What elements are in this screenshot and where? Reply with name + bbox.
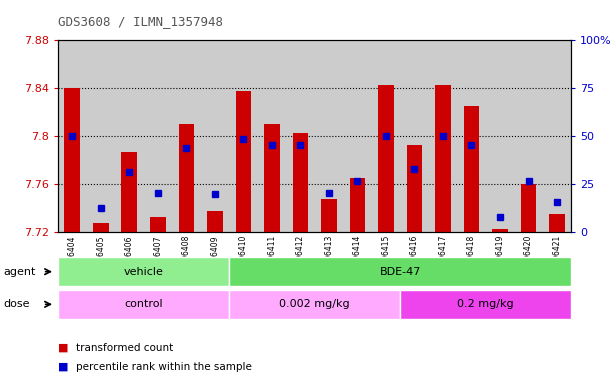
Bar [378,85,394,232]
Bar [435,85,451,232]
Bar [492,229,508,232]
Bar [400,290,571,319]
Text: BDE-47: BDE-47 [379,266,421,277]
Bar [521,184,536,232]
Text: control: control [124,299,163,310]
Bar [122,152,137,232]
Bar [549,214,565,232]
Bar [58,257,229,286]
Bar [349,178,365,232]
Text: agent: agent [3,266,35,277]
Bar [229,257,571,286]
Bar [178,124,194,232]
Bar [93,223,109,232]
Text: percentile rank within the sample: percentile rank within the sample [76,362,252,372]
Bar [150,217,166,232]
Bar [236,91,251,232]
Text: ■: ■ [58,343,68,353]
Bar [264,124,280,232]
Bar [207,211,223,232]
Text: ■: ■ [58,362,68,372]
Bar [65,88,80,232]
Bar [229,290,400,319]
Text: 0.2 mg/kg: 0.2 mg/kg [458,299,514,310]
Text: dose: dose [3,299,29,310]
Text: transformed count: transformed count [76,343,174,353]
Bar [321,199,337,232]
Bar [293,133,309,232]
Text: GDS3608 / ILMN_1357948: GDS3608 / ILMN_1357948 [58,15,223,28]
Bar [407,145,422,232]
Text: 0.002 mg/kg: 0.002 mg/kg [279,299,350,310]
Bar [58,290,229,319]
Text: vehicle: vehicle [123,266,164,277]
Bar [464,106,480,232]
